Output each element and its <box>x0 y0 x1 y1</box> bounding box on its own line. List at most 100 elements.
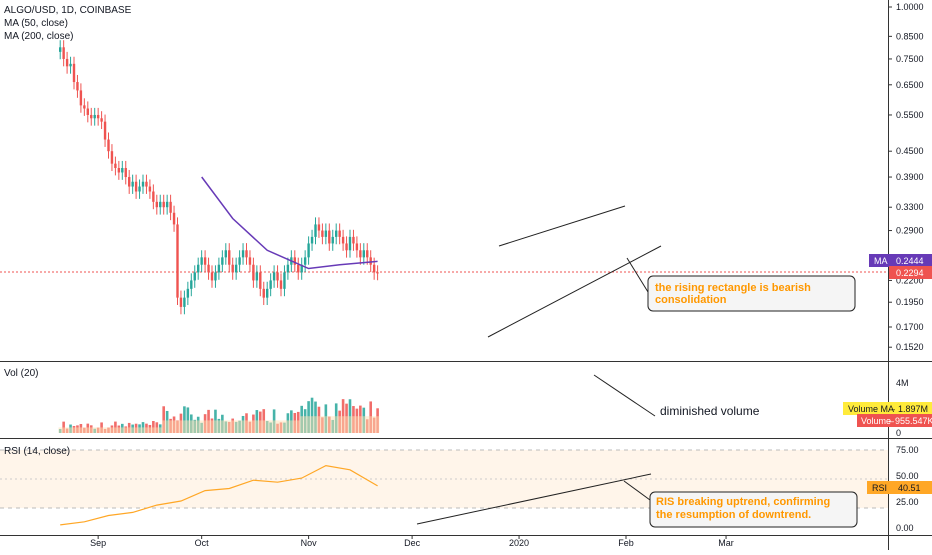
candle <box>352 236 355 244</box>
volume-ma-area <box>186 420 190 433</box>
volume-ma-area <box>99 427 104 433</box>
candle <box>300 264 303 273</box>
candle <box>114 163 117 169</box>
price-tick-label: 0.3900 <box>896 172 924 182</box>
volume-ma-area <box>227 420 231 433</box>
candle <box>297 264 300 273</box>
candle <box>128 177 131 187</box>
ma-value-badge <box>889 254 932 267</box>
candle <box>324 230 328 237</box>
time-tick-label: 2020 <box>509 538 529 548</box>
volume-bar <box>152 421 155 433</box>
candle <box>148 186 152 192</box>
price-tick-label: 0.8500 <box>896 31 924 41</box>
candle <box>276 272 279 281</box>
price-annotation-line1: the rising rectangle is bearish <box>655 282 811 294</box>
volume-ma-area <box>134 427 138 433</box>
candle <box>152 191 155 202</box>
candle <box>110 151 114 164</box>
volume-bar <box>114 421 117 433</box>
volume-ma-area <box>110 427 114 433</box>
candle <box>272 272 276 281</box>
volume-ma-area <box>234 420 238 433</box>
ma50-legend[interactable]: MA (50, close) <box>4 18 68 29</box>
candle <box>138 186 141 192</box>
candle <box>107 139 110 152</box>
candle <box>62 47 65 59</box>
price-annotation-box[interactable] <box>647 275 856 312</box>
price-tick-label: 0.5500 <box>896 110 924 120</box>
volume-bar <box>348 399 352 433</box>
candle <box>131 181 134 187</box>
ma200-legend[interactable]: MA (200, close) <box>4 31 73 42</box>
time-tick-label: Sep <box>90 538 106 548</box>
volume-ma-area <box>348 416 352 433</box>
volume-annotation[interactable]: diminished volume <box>660 404 760 418</box>
candle <box>238 257 241 265</box>
rsi-trendline[interactable] <box>416 473 652 525</box>
volume-ma-area <box>265 420 269 433</box>
ma-line <box>201 176 378 270</box>
lower-trendline[interactable] <box>487 245 662 338</box>
candle <box>303 257 307 265</box>
volume-ma-area <box>289 420 294 433</box>
candle <box>183 297 186 307</box>
price-tick-label: 0.1950 <box>896 297 924 307</box>
candle <box>348 236 352 251</box>
candle <box>86 108 89 115</box>
volume-ma-area <box>213 420 218 433</box>
volume-ma-area <box>86 427 90 433</box>
candle <box>117 168 121 173</box>
chart-title[interactable]: ALGO/USD, 1D, COINBASE <box>4 5 132 16</box>
volume-bar <box>186 407 190 433</box>
volume-ma-area <box>231 420 235 433</box>
volume-pane-title[interactable]: Vol (20) <box>4 368 38 379</box>
candle <box>159 201 162 208</box>
volume-ma-area <box>124 427 128 433</box>
rsi-badge-tag <box>867 481 891 494</box>
volume-ma-area <box>168 420 173 433</box>
price-tick-label: 0.2900 <box>896 226 924 236</box>
candle <box>310 236 314 244</box>
volume-ma-area <box>355 416 359 433</box>
volume-trendline[interactable] <box>593 374 656 417</box>
rsi-pane-title[interactable]: RSI (14, close) <box>4 446 70 457</box>
price-callout-pointer <box>626 257 649 293</box>
candle <box>79 90 83 106</box>
candle <box>376 272 379 274</box>
time-tick-label: Dec <box>404 538 421 548</box>
rsi-annotation-box[interactable] <box>649 491 858 528</box>
candle <box>221 257 224 265</box>
volume-ma-area <box>68 427 73 433</box>
candle <box>366 250 369 258</box>
candle <box>193 272 196 281</box>
candle <box>293 257 296 265</box>
volume-ma-area <box>196 420 200 433</box>
volume-ma-area <box>141 427 145 433</box>
price-tick-label: 0.4500 <box>896 146 924 156</box>
volume-ma-area <box>272 420 276 433</box>
volume-ma-area <box>148 427 152 433</box>
volume-ma-area <box>282 420 287 433</box>
volume-ma-area <box>306 416 311 433</box>
ma-value: 0.2444 <box>896 256 924 266</box>
volume-label: Volume <box>861 416 891 426</box>
candle <box>345 243 348 251</box>
candle <box>341 236 345 244</box>
rsi-annotation-line2: the resumption of downtrend. <box>656 509 811 521</box>
volume-ma-area <box>151 427 156 433</box>
volume-ma-area <box>182 420 187 433</box>
candle <box>65 58 69 67</box>
candle <box>321 230 324 237</box>
volume-ma-area <box>262 420 266 433</box>
volume-ma-area <box>172 420 176 433</box>
candle <box>165 201 169 208</box>
candle <box>172 212 176 225</box>
volume-ma-area <box>61 427 66 433</box>
volume-ma-area <box>165 420 169 433</box>
candle <box>328 230 331 244</box>
volume-ma-area <box>113 427 118 433</box>
candle <box>200 257 203 265</box>
upper-trendline[interactable] <box>498 205 626 247</box>
